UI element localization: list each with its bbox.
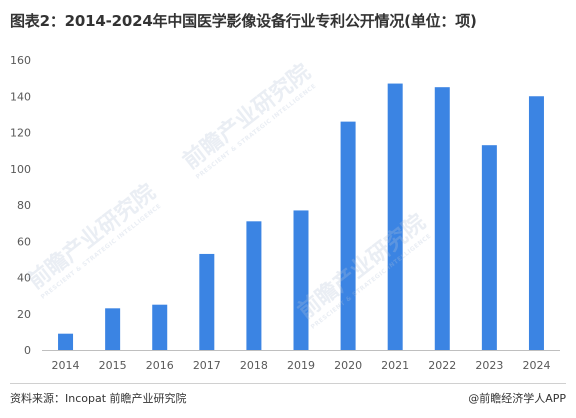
source-note: 资料来源：Incopat 前瞻产业研究院 — [10, 392, 187, 405]
bar-2019 — [293, 210, 309, 350]
footer-divider — [10, 383, 566, 384]
bar-2015 — [105, 308, 121, 350]
bar-2016 — [152, 304, 168, 350]
x-tick-label: 2023 — [475, 359, 503, 372]
bars — [58, 83, 544, 350]
y-tick-label: 20 — [17, 308, 31, 321]
x-tick-label: 2017 — [193, 359, 221, 372]
y-tick-label: 100 — [10, 163, 31, 176]
x-tick-label: 2024 — [522, 359, 550, 372]
y-tick-label: 60 — [17, 235, 31, 248]
bar-2022 — [434, 87, 450, 350]
y-tick-label: 0 — [24, 344, 31, 357]
bar-2017 — [199, 253, 215, 350]
x-tick-label: 2018 — [240, 359, 268, 372]
bar-2024 — [528, 96, 544, 350]
x-tick-label: 2021 — [381, 359, 409, 372]
bar-2020 — [340, 121, 356, 350]
bar-2018 — [246, 221, 262, 350]
bar-2023 — [481, 145, 497, 350]
y-tick-label: 140 — [10, 90, 31, 103]
y-tick-label: 40 — [17, 272, 31, 285]
y-tick-label: 120 — [10, 127, 31, 140]
x-tick-label: 2022 — [428, 359, 456, 372]
x-tick-label: 2020 — [334, 359, 362, 372]
y-tick-label: 80 — [17, 199, 31, 212]
bar-2014 — [58, 333, 74, 350]
brand-credit: @前瞻经济学人APP — [468, 392, 566, 405]
y-tick-label: 160 — [10, 54, 31, 67]
bar-2021 — [387, 83, 403, 350]
y-axis-ticks: 0 20 40 60 80 100 120 140 160 — [10, 54, 31, 357]
x-axis-ticks: 2014 2015 2016 2017 2018 2019 2020 2021 2022 2023… — [52, 359, 551, 372]
x-tick-label: 2019 — [287, 359, 315, 372]
x-tick-label: 2016 — [146, 359, 174, 372]
x-tick-label: 2015 — [99, 359, 127, 372]
x-tick-label: 2014 — [52, 359, 80, 372]
chart-title: 图表2：2014-2024年中国医学影像设备行业专利公开情况(单位：项) — [10, 12, 477, 30]
